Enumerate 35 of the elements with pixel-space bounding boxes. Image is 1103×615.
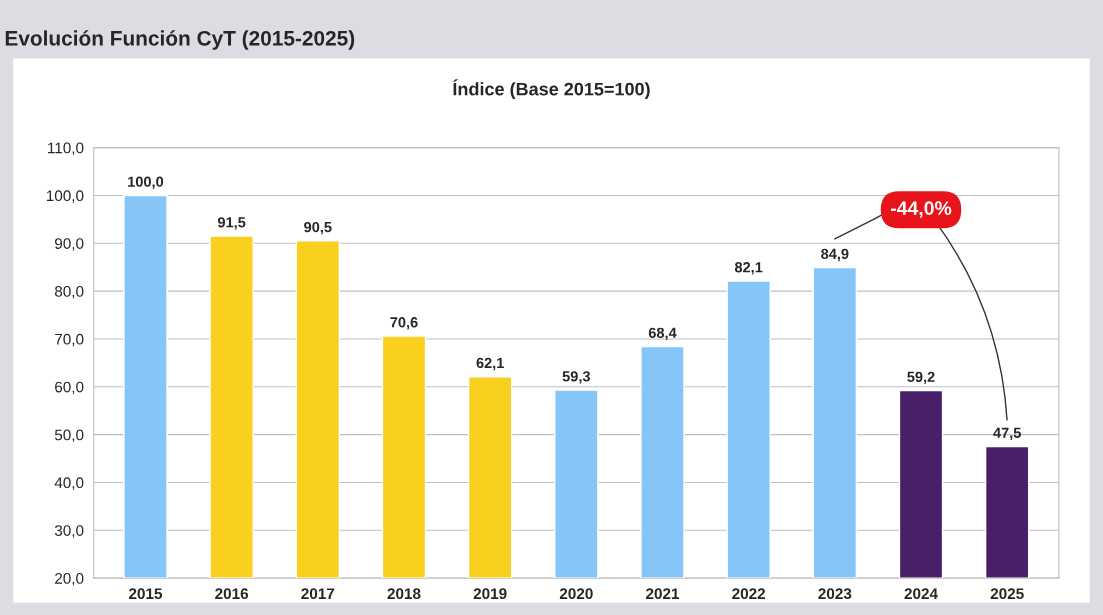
- y-tick-label: 50,0: [54, 429, 84, 443]
- data-label: 68,4: [648, 327, 677, 341]
- y-tick-label: 30,0: [54, 525, 84, 538]
- chart-title: Evolución Función CyT (2015-2025): [5, 30, 355, 50]
- data-label: 82,1: [734, 262, 763, 275]
- y-tick-label: 20,0: [55, 572, 84, 586]
- x-tick-label: 2016: [215, 588, 249, 600]
- data-label: 84,9: [821, 248, 849, 262]
- y-tick-label: 90,0: [55, 238, 84, 251]
- y-tick-label: 60,0: [55, 381, 84, 395]
- y-tick-label: 110,0: [48, 142, 84, 156]
- x-tick-label: 2017: [301, 588, 335, 600]
- x-tick-label: 2025: [990, 588, 1024, 600]
- data-label: 47,5: [993, 427, 1021, 441]
- chart-subtitle: Índice (Base 2015=100): [453, 79, 650, 100]
- y-tick-label: 40,0: [54, 477, 84, 490]
- data-label: 70,6: [390, 317, 418, 330]
- x-tick-label: 2020: [559, 588, 593, 600]
- y-tick-label: 80,0: [54, 285, 84, 299]
- y-tick-label: 70,0: [55, 333, 84, 347]
- data-label: 59,3: [562, 371, 590, 384]
- data-label: 90,5: [304, 221, 332, 235]
- x-tick-label: 2023: [818, 588, 852, 600]
- x-tick-label: 2021: [646, 588, 680, 600]
- x-tick-label: 2024: [904, 588, 938, 600]
- y-tick-label: 100,0: [46, 190, 84, 203]
- data-label: 59,2: [907, 371, 935, 385]
- x-tick-label: 2015: [129, 588, 163, 600]
- data-label: 62,1: [476, 357, 504, 371]
- annotation: -44,0%: [890, 201, 952, 218]
- data-label: 91,5: [217, 217, 246, 230]
- x-tick-label: 2018: [387, 588, 421, 600]
- x-tick-label: 2022: [732, 588, 766, 600]
- data-label: 100,0: [128, 176, 164, 189]
- x-tick-label: 2019: [473, 588, 507, 600]
